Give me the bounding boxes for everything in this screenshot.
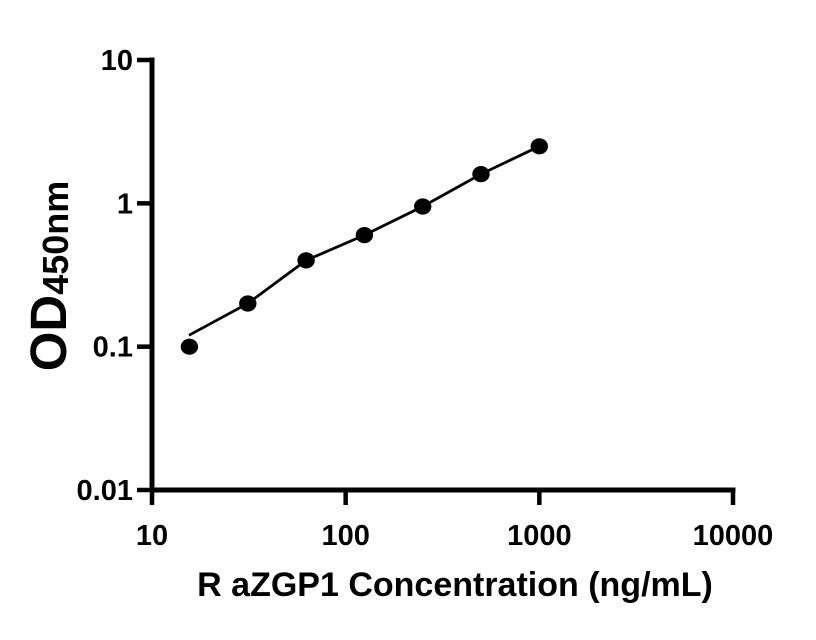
axis-ticks xyxy=(137,57,736,505)
data-point xyxy=(414,198,432,215)
x-tick-label: 10 xyxy=(136,520,168,552)
y-tick-label: 10 xyxy=(101,45,133,77)
plot-area xyxy=(180,138,548,355)
y-tick-label: 0.01 xyxy=(77,475,133,507)
data-point xyxy=(239,295,257,312)
axes xyxy=(149,57,736,493)
data-point xyxy=(180,338,199,355)
data-point xyxy=(355,227,374,244)
data-point xyxy=(530,138,548,155)
data-point xyxy=(472,166,490,183)
y-axis-title-subscript: 450nm xyxy=(35,181,76,295)
x-tick-label: 10000 xyxy=(693,520,774,552)
y-tick-label: 0.1 xyxy=(93,332,133,364)
y-axis-title: OD450nm xyxy=(20,181,77,372)
data-point xyxy=(297,252,315,269)
y-axis-title-main: OD xyxy=(20,295,77,372)
y-tick-label: 1 xyxy=(117,188,133,220)
x-axis-title: R aZGP1 Concentration (ng/mL) xyxy=(197,566,713,604)
x-tick-label: 1000 xyxy=(507,520,572,552)
x-tick-label: 100 xyxy=(321,520,369,552)
